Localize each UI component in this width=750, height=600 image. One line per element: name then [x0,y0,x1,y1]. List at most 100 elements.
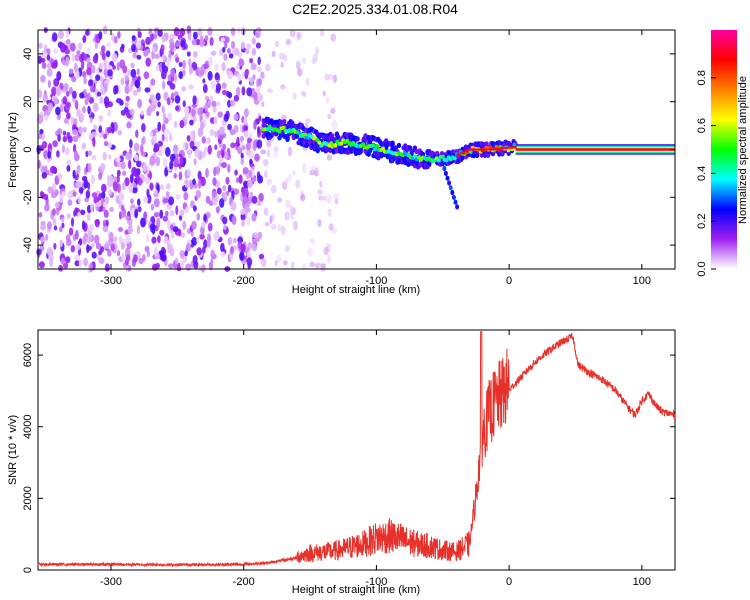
noise-blob [222,89,227,96]
noise-blob [244,68,250,76]
noise-blob [243,125,248,132]
noise-blob [283,260,288,266]
noise-blob [214,63,219,72]
noise-blob [73,62,78,73]
noise-blob [230,27,236,36]
track-envelope [481,141,486,147]
noise-blob [168,196,175,206]
noise-blob [68,86,73,95]
noise-blob [227,70,234,80]
noise-blob [74,54,80,62]
noise-blob [87,150,93,156]
noise-blob [179,156,184,165]
track-peak [500,147,505,150]
noise-blob [162,215,168,222]
track-streak [455,204,460,210]
noise-blob [258,192,264,202]
noise-blob [138,257,144,265]
noise-blob [53,96,58,105]
noise-blob [115,98,122,104]
snr-x-tick-label: -100 [365,576,387,588]
noise-blob [209,200,214,206]
noise-blob [118,192,125,201]
noise-blob [241,86,246,96]
noise-blob [103,96,110,107]
track-core [361,142,366,147]
noise-blob [188,67,194,74]
noise-blob [121,210,126,219]
noise-blob [315,262,322,268]
noise-blob [104,68,108,79]
chart-title: C2E2.2025.334.01.08.R04 [292,1,458,17]
noise-blob [95,242,102,250]
noise-blob [221,149,225,159]
noise-blob [93,124,98,131]
noise-blob [59,103,64,112]
noise-blob [169,33,175,41]
noise-blob [64,146,70,156]
noise-blob [257,126,260,134]
track-core [444,158,449,163]
noise-blob [37,132,43,140]
noise-blob [71,129,78,136]
noise-blob [213,166,217,177]
noise-blob [61,222,65,229]
noise-blob [314,170,319,177]
noise-blob [214,72,220,81]
noise-blob [66,39,71,45]
colorbar-ticks: 0.0 0.2 0.4 0.6 0.8 [696,70,716,277]
noise-blob [217,111,224,118]
noise-blob [98,31,103,40]
noise-blob [311,57,316,65]
noise-blob [79,92,85,99]
noise-blob [266,88,273,94]
noise-blob [305,118,311,124]
noise-blob [47,150,51,159]
noise-blob [191,108,196,117]
noise-blob [309,238,316,244]
noise-blob [144,245,150,252]
noise-blob [143,71,150,80]
noise-blob [149,223,156,231]
noise-blob [155,156,161,167]
snr-x-axis: -300 -200 -100 0 100 [100,330,651,588]
noise-blob [94,234,100,245]
noise-blob [149,131,153,137]
noise-blob [89,73,93,80]
noise-blob [225,176,230,185]
noise-blob [182,59,186,70]
noise-blob [239,251,245,261]
noise-blob [173,27,180,37]
noise-blob [103,141,109,147]
noise-blob [237,73,242,82]
noise-blob [333,193,340,200]
snr-x-tick-label: 0 [506,576,512,588]
noise-blob [204,35,209,41]
noise-blob [67,213,71,220]
spectrogram-x-tick-label: -300 [100,275,122,287]
noise-blob [214,235,220,240]
noise-blob [137,98,143,109]
spectrogram-x-label: Height of straight line (km) [292,284,420,296]
noise-blob [209,36,214,46]
noise-blob [108,154,112,160]
noise-blob [242,189,246,198]
noise-blob [38,212,43,218]
noise-blob [116,175,120,183]
noise-blob [76,164,81,174]
noise-blob [251,195,258,204]
noise-blob [100,82,104,93]
track-core [277,129,282,134]
noise-blob [137,31,142,39]
noise-blob [91,251,97,259]
noise-blob [47,186,53,194]
noise-blob [140,110,144,116]
spectrogram-y-tick-label: 20 [22,96,34,108]
noise-blob [188,84,194,90]
noise-blob [203,63,209,70]
noise-blob [71,52,76,62]
track-envelope [315,148,320,154]
noise-blob [240,208,246,215]
noise-blob [55,106,61,116]
noise-blob [170,92,175,99]
